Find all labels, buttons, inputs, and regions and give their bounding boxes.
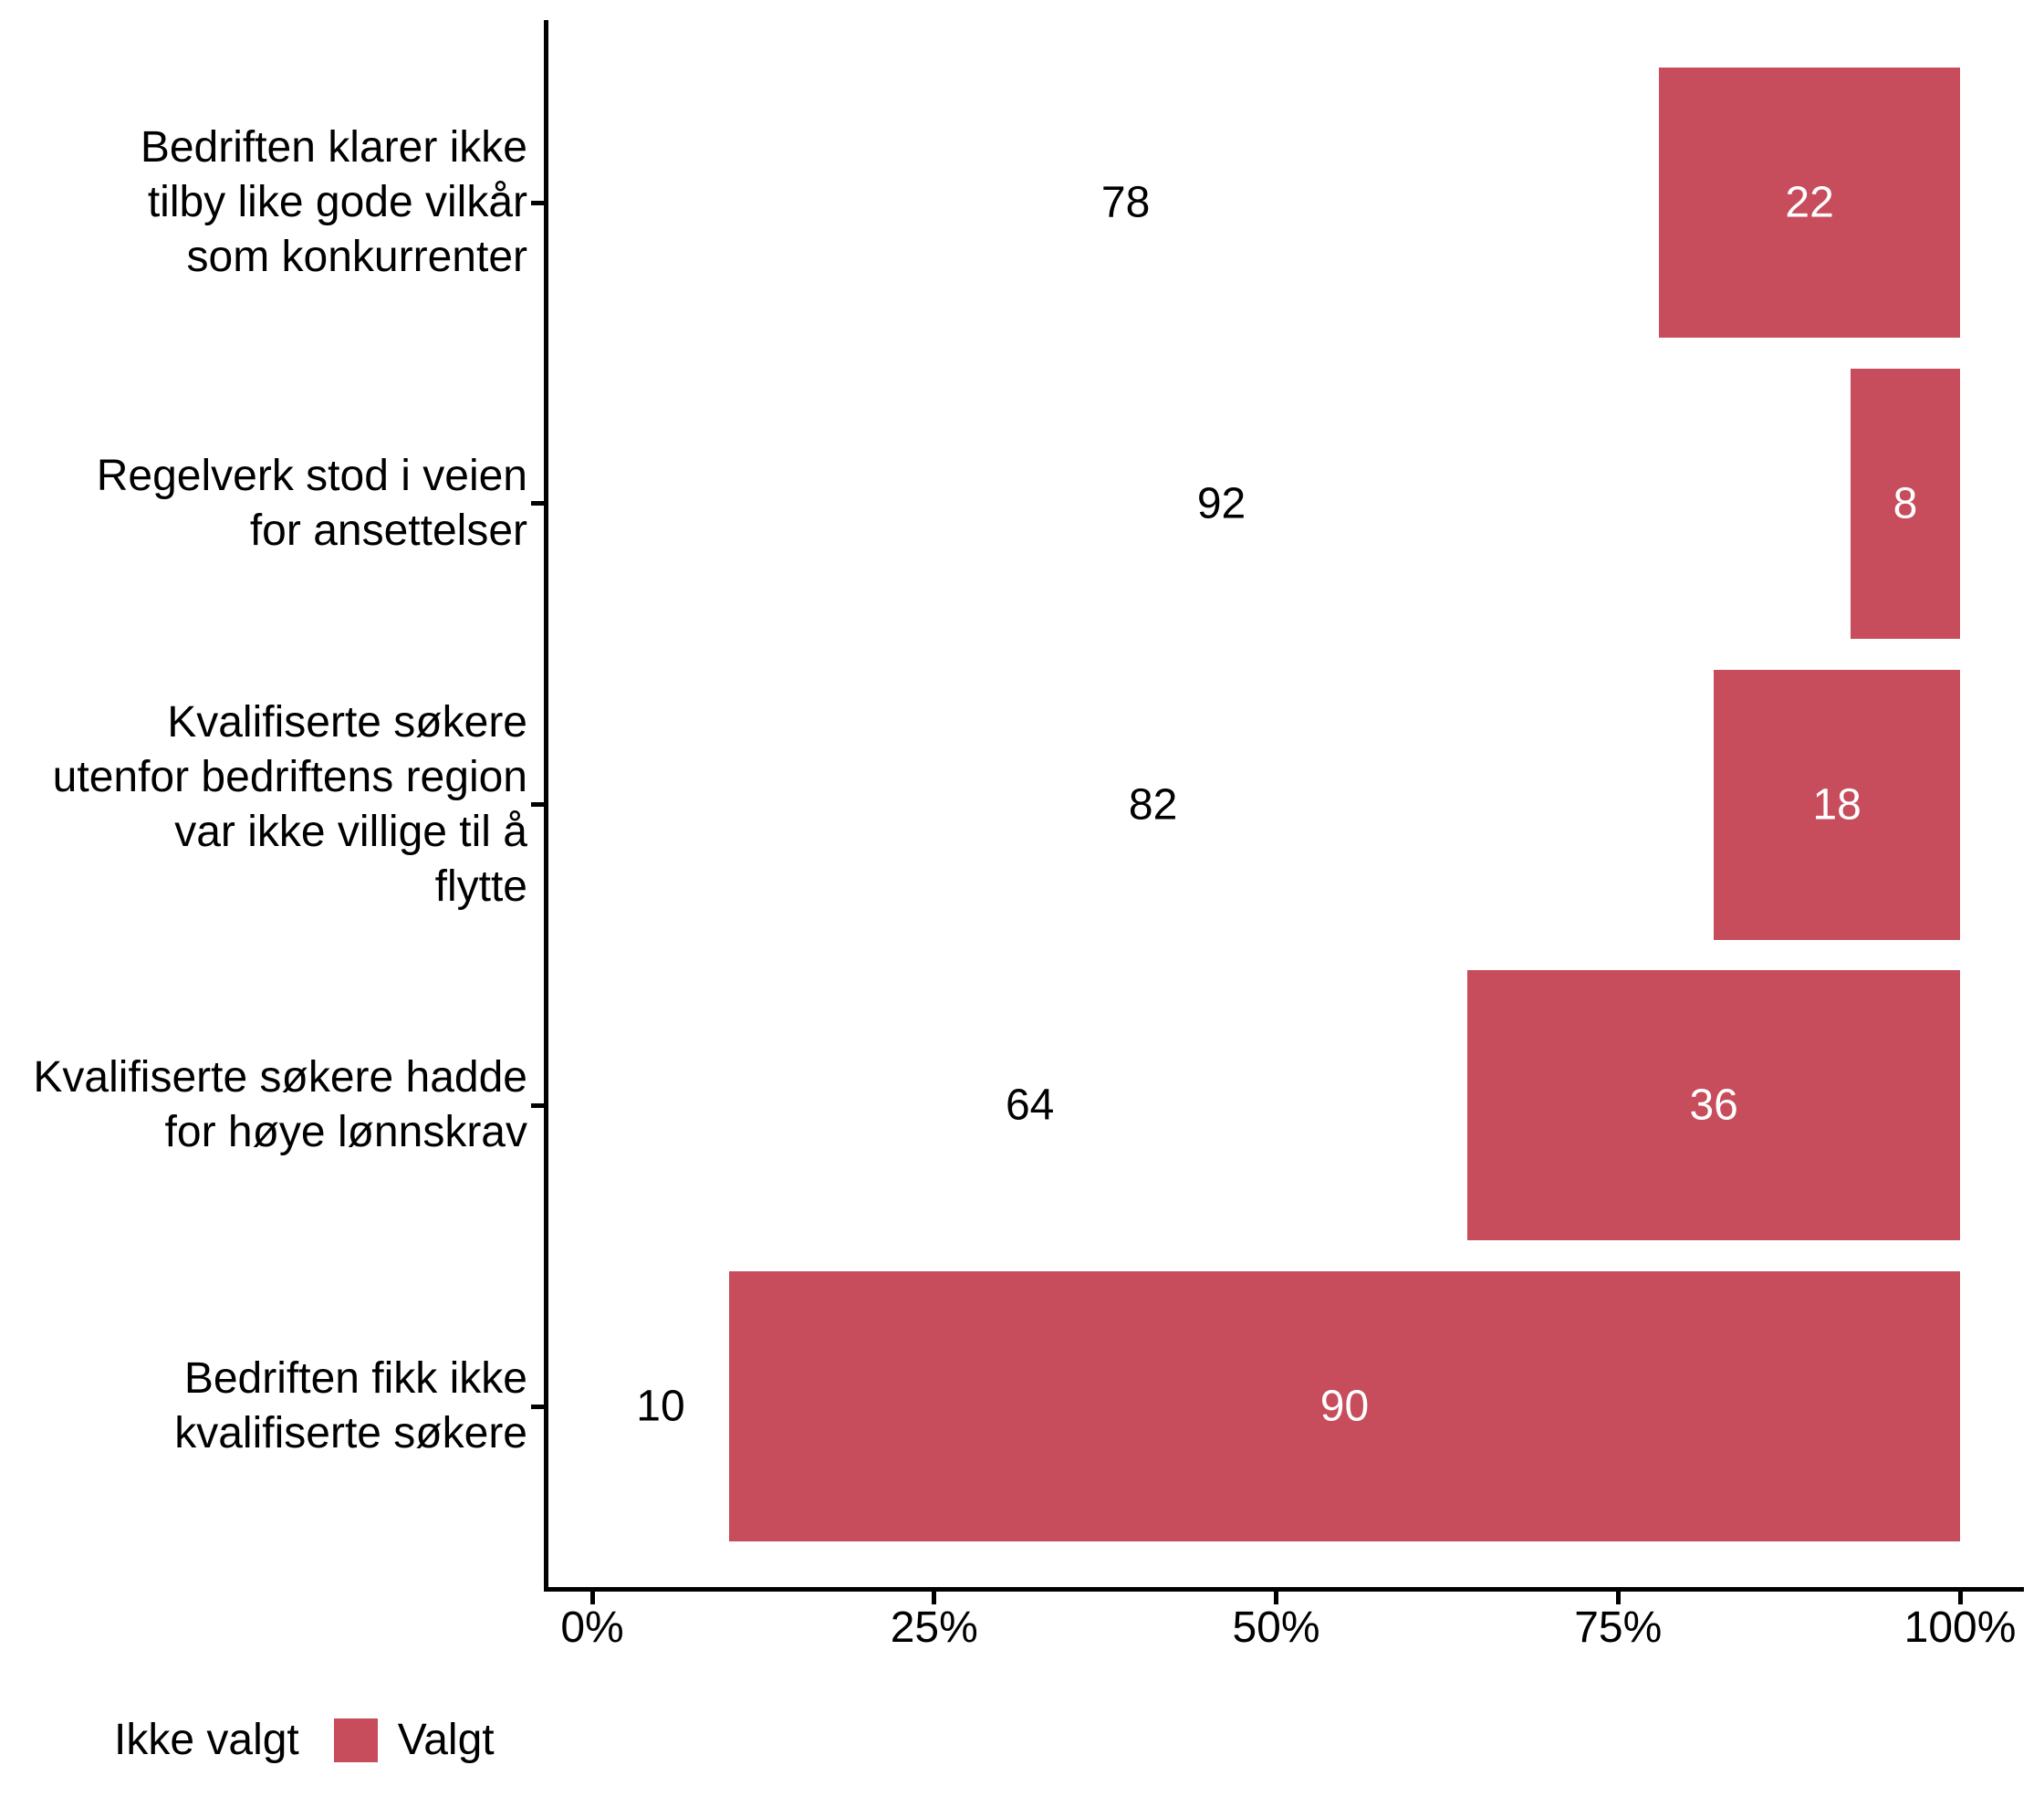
x-tick-label: 75% xyxy=(1574,1603,1663,1652)
y-tick xyxy=(531,1404,544,1409)
bar-segment-valgt xyxy=(1851,368,1960,639)
x-axis-line xyxy=(544,1587,2024,1592)
legend-key-ikke-valgt xyxy=(50,1718,94,1762)
legend: Ikke valgt Valgt xyxy=(50,1718,529,1762)
bar-value-valgt: 22 xyxy=(1785,178,1834,227)
category-label-line: Kvalifiserte søkere xyxy=(167,697,527,747)
bar-segment-valgt xyxy=(1659,68,1960,338)
category-label-line: tilby like gode vilkår xyxy=(147,178,527,226)
y-tick xyxy=(531,802,544,807)
bar-segment-ikke-valgt xyxy=(592,970,1468,1241)
x-tick xyxy=(1615,1592,1621,1604)
category-label-line: flytte xyxy=(434,862,527,911)
bar-value-ikke-valgt: 82 xyxy=(1128,780,1178,829)
category-label-line: var ikke villige til å xyxy=(174,807,527,856)
bar-value-ikke-valgt: 78 xyxy=(1100,178,1151,227)
bar-segment-valgt xyxy=(1467,970,1960,1241)
category-label: Bedriften fikk ikke kvalifiserte søkere xyxy=(174,1352,527,1461)
y-tick xyxy=(531,501,544,507)
y-tick xyxy=(531,1102,544,1108)
bar-value-valgt: 36 xyxy=(1689,1081,1738,1130)
bar-segment-valgt xyxy=(728,1271,1960,1541)
bar-segment-ikke-valgt xyxy=(592,68,1660,338)
category-label-line: Bedriften fikk ikke xyxy=(183,1354,527,1403)
category-label-line: utenfor bedriftens region xyxy=(52,752,527,801)
y-tick xyxy=(531,200,544,205)
legend-label-valgt: Valgt xyxy=(397,1716,495,1764)
category-label-line: Bedriften klarer ikke xyxy=(140,123,527,172)
x-tick xyxy=(932,1592,937,1604)
x-tick-label: 0% xyxy=(560,1603,624,1652)
bar-value-ikke-valgt: 10 xyxy=(636,1382,685,1431)
x-tick-label: 25% xyxy=(890,1603,978,1652)
bar-value-ikke-valgt: 92 xyxy=(1196,479,1246,528)
bar-value-valgt: 8 xyxy=(1893,479,1918,528)
category-label-line: Regelverk stod i veien xyxy=(96,451,527,500)
legend-label-ikke-valgt: Ikke valgt xyxy=(114,1716,299,1764)
category-label: Kvalifiserte søkere hadde for høye lønnsk… xyxy=(33,1050,527,1160)
bar-value-valgt: 18 xyxy=(1812,780,1862,829)
category-label: Bedriften klarer ikke tilby like gode vil… xyxy=(141,120,527,285)
x-tick xyxy=(1274,1592,1278,1604)
x-tick-label: 50% xyxy=(1232,1603,1320,1652)
legend-key-valgt xyxy=(333,1718,378,1762)
bar-segment-valgt xyxy=(1714,669,1960,940)
category-label-line: for ansettelser xyxy=(249,506,527,555)
category-label: Kvalifiserte søkere utenfor bedriftens re… xyxy=(53,695,527,914)
x-tick-label: 100% xyxy=(1903,1603,2017,1652)
x-tick xyxy=(589,1592,595,1604)
y-axis-line xyxy=(544,20,548,1592)
bar-value-valgt: 90 xyxy=(1319,1382,1370,1431)
category-label-line: kvalifiserte søkere xyxy=(174,1409,527,1457)
bar-segment-ikke-valgt xyxy=(592,368,1851,639)
category-label: Regelverk stod i veien for ansettelser xyxy=(97,449,527,559)
bar-segment-ikke-valgt xyxy=(592,669,1715,940)
category-label-line: for høye lønnskrav xyxy=(164,1108,527,1157)
category-label-line: som konkurrenter xyxy=(186,233,527,281)
category-label-line: Kvalifiserte søkere hadde xyxy=(33,1053,527,1102)
bar-value-ikke-valgt: 64 xyxy=(1005,1081,1055,1130)
x-tick xyxy=(1957,1592,1963,1604)
bar-segment-ikke-valgt xyxy=(592,1271,729,1541)
